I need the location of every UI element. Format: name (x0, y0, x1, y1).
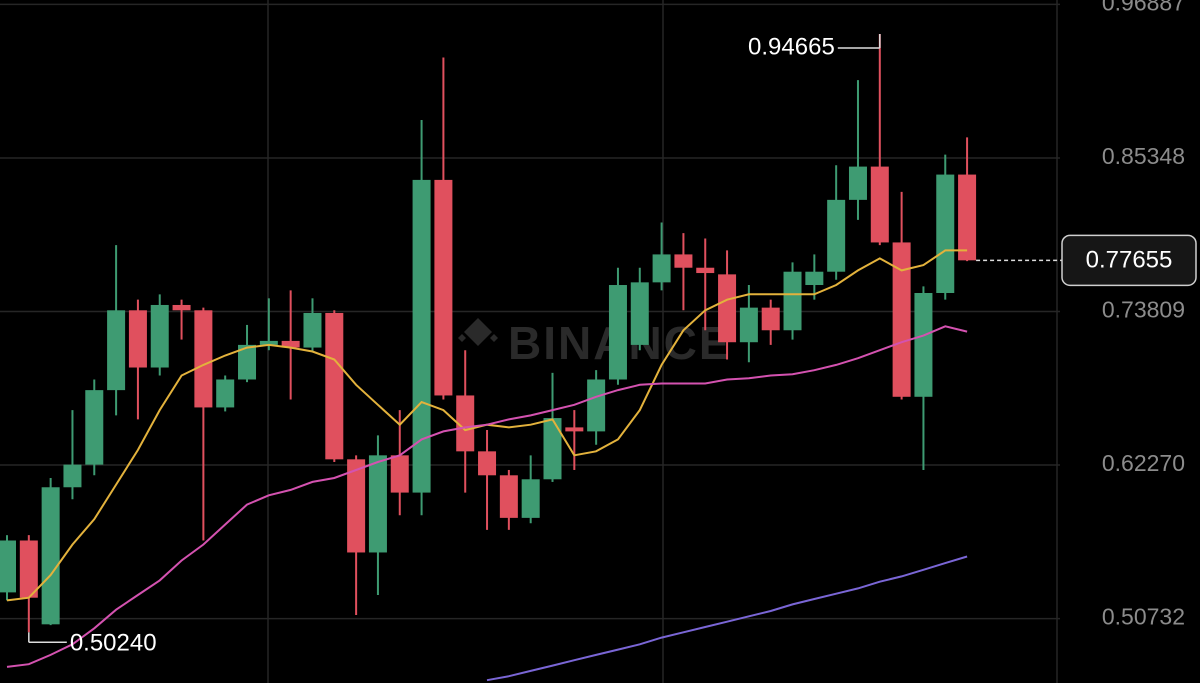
candle-body (412, 179, 431, 493)
candle-body (565, 427, 584, 432)
candle-body (456, 395, 475, 452)
candle-body (85, 390, 104, 465)
candle-body (936, 174, 955, 293)
candle-body (914, 292, 933, 397)
y-tick-label: 0.96887 (1102, 0, 1185, 16)
candle-body (259, 340, 278, 345)
y-tick-label: 0.85348 (1102, 143, 1185, 169)
candle-body (303, 312, 322, 348)
candle-body (368, 455, 387, 553)
candle-body (390, 455, 409, 493)
candle-body (347, 459, 366, 553)
logo-shape (458, 318, 498, 346)
moving-average-line (6, 325, 968, 668)
low-label: 0.50240 (70, 630, 157, 657)
candle-body (630, 282, 649, 345)
candle-body (41, 487, 60, 625)
candle-body (652, 254, 671, 283)
candle-body (238, 344, 257, 380)
candle-body (783, 271, 802, 331)
last-price-label: 0.77655 (1086, 247, 1173, 274)
candle-body (325, 312, 344, 460)
candle-body (434, 179, 453, 396)
candle-body (892, 242, 911, 397)
candle-body (696, 267, 715, 274)
candle-body (608, 285, 627, 380)
candle-body (281, 340, 300, 348)
candle-body (718, 274, 737, 343)
high-label: 0.94665 (748, 33, 835, 60)
candle-body (499, 475, 518, 518)
y-tick-label: 0.73809 (1102, 297, 1185, 323)
moving-average-line (486, 555, 968, 682)
candle-body (194, 310, 213, 408)
candle-body (128, 310, 147, 368)
watermark-logo (458, 318, 498, 346)
candle-body (870, 166, 889, 243)
candle-body (521, 479, 540, 518)
candle-body (739, 307, 758, 343)
candle-body (805, 271, 824, 286)
candle-body (848, 166, 867, 200)
y-tick-label: 0.50732 (1102, 604, 1185, 630)
candle-body (172, 304, 191, 311)
candle-body (19, 540, 38, 598)
y-tick-label: 0.62270 (1102, 450, 1185, 476)
candle-body (827, 199, 846, 272)
candle-body (958, 174, 977, 261)
candle-body (761, 307, 780, 331)
last-price-box (1061, 234, 1197, 287)
candle-body (0, 540, 16, 593)
candle-body (587, 379, 606, 432)
candle-body (107, 310, 126, 391)
candle-body (216, 379, 235, 408)
candle-body (150, 304, 169, 368)
candle-body (63, 464, 82, 488)
candle-body (674, 254, 693, 268)
candle-body (543, 418, 562, 480)
candle-body (478, 451, 497, 476)
